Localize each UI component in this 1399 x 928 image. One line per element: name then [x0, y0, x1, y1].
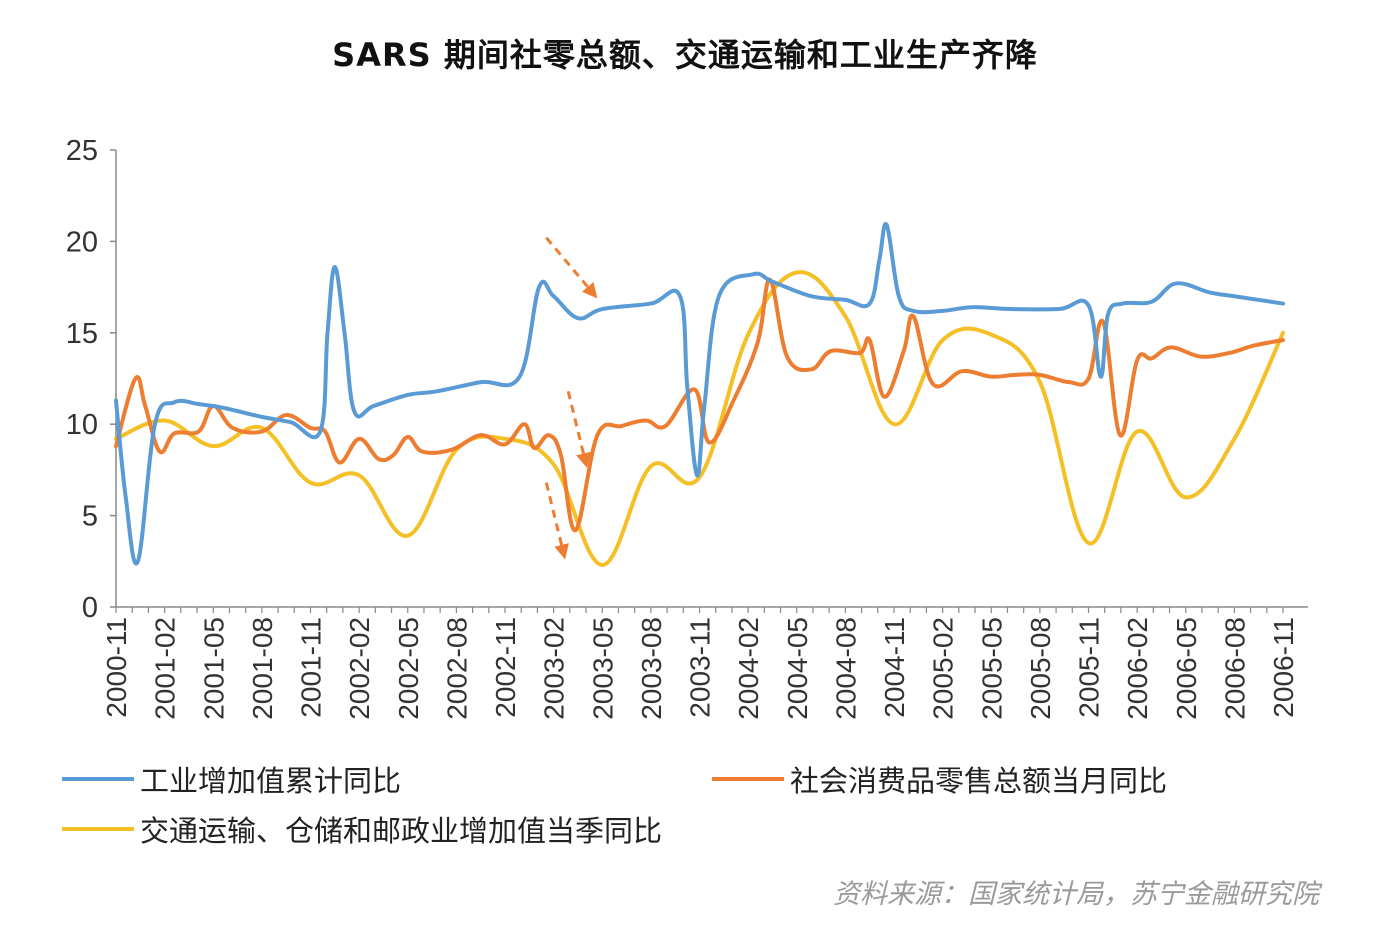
y-tick-label: 0 [82, 592, 98, 624]
chart-title: SARS 期间社零总额、交通运输和工业生产齐降 [332, 36, 1038, 74]
x-tick-label: 2001-05 [198, 617, 229, 720]
x-tick-label: 2001-08 [247, 617, 278, 720]
arrow-down-transport [544, 482, 569, 560]
x-tick-label: 2006-08 [1219, 617, 1250, 720]
legend-label-industry: 工业增加值累计同比 [140, 764, 402, 798]
x-tick-label: 2006-05 [1171, 617, 1202, 720]
arrow-down-industry [545, 236, 598, 299]
legend-swatch-transport [62, 827, 134, 831]
legend-item-industry: 工业增加值累计同比 [62, 758, 401, 800]
x-tick-label: 2002-11 [490, 617, 521, 718]
x-tick-label: 2001-11 [296, 617, 327, 718]
series-retail-line [114, 277, 1285, 533]
x-tick-label: 2003-02 [539, 617, 570, 720]
x-tick-label: 2005-05 [976, 617, 1007, 720]
y-tick-label: 5 [82, 501, 98, 533]
x-tick-label: 2005-02 [928, 617, 959, 720]
x-tick-label: 2004-08 [830, 617, 861, 720]
x-tick-label: 2004-11 [879, 617, 910, 718]
x-tick-label: 2004-02 [733, 617, 764, 720]
x-tick-label: 2006-02 [1122, 617, 1153, 720]
series-transport-line [114, 270, 1285, 567]
legend-label-transport: 交通运输、仓储和邮政业增加值当季同比 [140, 814, 663, 848]
x-tick-label: 2004-05 [782, 617, 813, 720]
x-tick-label: 2000-11 [101, 617, 132, 718]
x-tick-label: 2003-05 [587, 617, 618, 720]
x-tick-label: 2002-02 [344, 617, 375, 720]
x-tick-label: 2001-02 [150, 617, 181, 720]
y-tick-label: 10 [66, 409, 98, 441]
legend-swatch-retail [712, 777, 784, 781]
legend-item-retail: 社会消费品零售总额当月同比 [712, 758, 1167, 800]
series-industry-line [114, 221, 1285, 566]
y-tick-label: 25 [66, 135, 98, 167]
x-tick-label: 2003-11 [685, 617, 716, 718]
legend-item-transport: 交通运输、仓储和邮政业增加值当季同比 [62, 808, 662, 850]
x-tick-label: 2005-11 [1074, 617, 1105, 718]
source-note: 资料来源：国家统计局，苏宁金融研究院 [833, 879, 1319, 910]
x-tick-label: 2003-08 [636, 617, 667, 720]
x-tick-label: 2002-08 [441, 617, 472, 720]
y-tick-label: 20 [66, 226, 98, 258]
x-tick-label: 2005-08 [1025, 617, 1056, 720]
y-tick-label: 15 [66, 318, 98, 350]
x-tick-label: 2002-05 [393, 617, 424, 720]
x-tick-label: 2006-11 [1268, 617, 1299, 718]
arrow-down-retail [566, 390, 591, 469]
legend-label-retail: 社会消费品零售总额当月同比 [790, 764, 1168, 798]
legend-swatch-industry [62, 777, 134, 781]
